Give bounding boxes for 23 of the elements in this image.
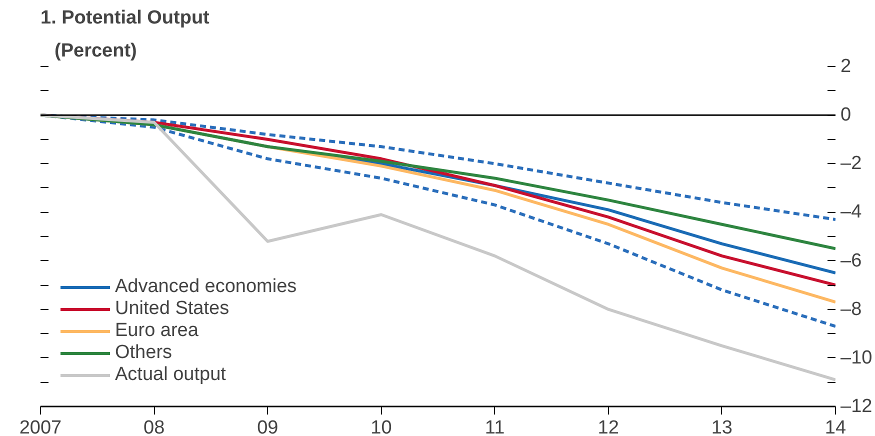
x-tick-label: 2007 bbox=[19, 418, 62, 436]
legend-label: Euro area bbox=[115, 320, 198, 342]
legend-label: Advanced economies bbox=[115, 276, 297, 298]
legend-label: United States bbox=[115, 298, 230, 320]
chart-title: 1. Potential Output bbox=[40, 8, 210, 28]
y-tick-label: –8 bbox=[840, 298, 862, 320]
y-tick-label: 2 bbox=[840, 56, 852, 77]
y-tick-label: –12 bbox=[840, 396, 872, 417]
x-tick-label: 08 bbox=[144, 418, 165, 436]
y-tick-label: –2 bbox=[840, 153, 862, 174]
x-tick-label: 12 bbox=[598, 418, 619, 436]
x-tick-label: 10 bbox=[370, 418, 392, 436]
x-tick-label: 13 bbox=[711, 418, 732, 436]
x-tick-label: 09 bbox=[257, 418, 278, 436]
x-tick-label: 14 bbox=[824, 418, 846, 436]
legend-label: Others bbox=[115, 342, 172, 364]
legend-label: Actual output bbox=[115, 364, 226, 386]
y-tick-label: –4 bbox=[840, 202, 862, 223]
chart-subtitle: (Percent) bbox=[54, 40, 137, 62]
y-tick-label: –10 bbox=[840, 347, 872, 368]
x-tick-label: 11 bbox=[484, 418, 505, 436]
y-tick-label: 0 bbox=[840, 104, 852, 126]
y-tick-label: –6 bbox=[840, 250, 862, 272]
